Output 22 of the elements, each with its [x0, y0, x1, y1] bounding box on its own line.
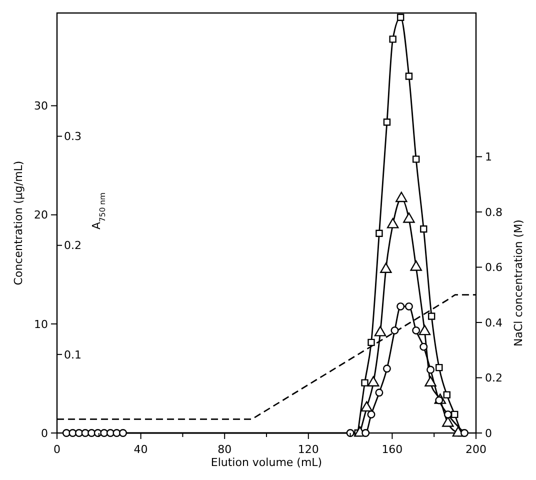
y-tick-label: 0 — [41, 426, 48, 440]
x-tick-label: 120 — [298, 443, 319, 456]
x-tick-label: 40 — [134, 443, 148, 456]
x-tick-label: 0 — [54, 443, 60, 456]
x-tick-label: 80 — [218, 443, 232, 456]
y2-axis-title: NaCl concentration (M) — [512, 220, 525, 346]
y2-tick-label: 0.4 — [485, 316, 502, 330]
x-tick-label: 200 — [466, 443, 486, 456]
y2-tick-label: 0.8 — [485, 206, 502, 219]
y3-tick-label: 0.1 — [64, 348, 82, 362]
y-axis-title: Concentration (µg/mL) — [12, 160, 25, 286]
y2-tick-label: 0.2 — [485, 372, 502, 385]
y2-tick-label: 0.6 — [485, 261, 502, 274]
x-axis-title: Elution volume (mL) — [210, 456, 322, 469]
y-tick-label: 30 — [34, 100, 48, 113]
y-tick-label: 10 — [34, 318, 48, 331]
y3-tick-label: 0.3 — [64, 130, 82, 144]
y2-tick-label: 0 — [485, 426, 492, 440]
x-tick-label: 160 — [382, 443, 403, 456]
y3-tick-label: 0.2 — [64, 239, 82, 252]
y-tick-label: 20 — [34, 208, 48, 222]
y2-tick-label: 1 — [485, 150, 492, 164]
